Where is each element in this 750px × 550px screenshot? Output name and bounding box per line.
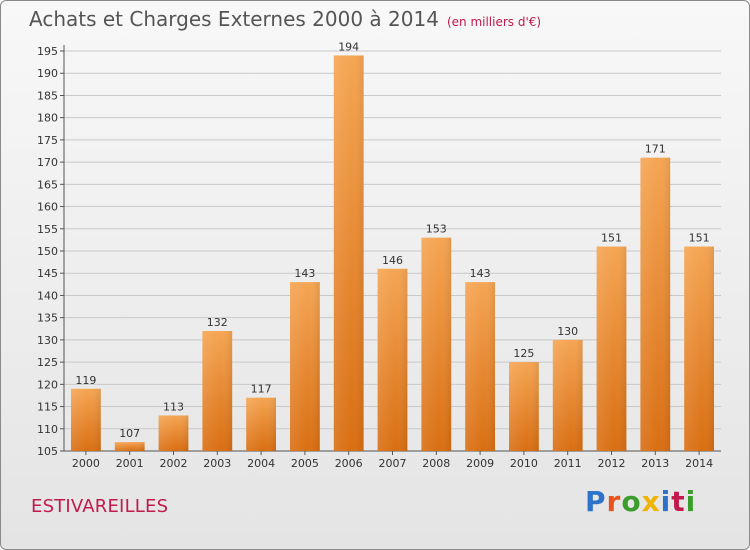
logo-letter: t bbox=[671, 485, 686, 518]
logo-letter: x bbox=[641, 485, 661, 518]
x-tick-label: 2005 bbox=[291, 457, 319, 470]
data-label: 153 bbox=[426, 223, 447, 236]
bar-shade bbox=[290, 282, 320, 451]
data-label: 194 bbox=[338, 40, 359, 53]
y-tick-label: 190 bbox=[37, 67, 58, 80]
bar-shade bbox=[596, 246, 627, 451]
bar-shade bbox=[158, 415, 189, 451]
data-label: 125 bbox=[513, 347, 534, 360]
y-tick-label: 135 bbox=[37, 312, 58, 325]
y-tick-label: 165 bbox=[37, 178, 58, 191]
x-tick-label: 2013 bbox=[641, 457, 669, 470]
data-label: 171 bbox=[645, 143, 666, 156]
y-tick-label: 140 bbox=[37, 289, 58, 302]
bar-shade bbox=[377, 268, 408, 451]
x-tick-label: 2008 bbox=[422, 457, 450, 470]
chart-title: Achats et Charges Externes 2000 à 2014 (e… bbox=[29, 7, 541, 31]
bar-shade bbox=[509, 362, 539, 451]
x-tick-label: 2011 bbox=[554, 457, 582, 470]
labels: 105 110 115 120 125 130 135 140 145 150 155 160 165 1… bbox=[37, 40, 713, 470]
data-label: 107 bbox=[119, 427, 140, 440]
y-tick-label: 180 bbox=[37, 112, 58, 125]
bar-shade bbox=[71, 388, 101, 451]
y-tick-label: 105 bbox=[37, 445, 58, 458]
y-tick-label: 130 bbox=[37, 334, 58, 347]
y-tick-label: 175 bbox=[37, 134, 58, 147]
logo-letter: o bbox=[621, 485, 642, 518]
data-label: 143 bbox=[470, 267, 491, 280]
x-tick-label: 2002 bbox=[160, 457, 188, 470]
data-label: 146 bbox=[382, 254, 403, 267]
y-tick-label: 155 bbox=[37, 223, 58, 236]
x-tick-label: 2009 bbox=[466, 457, 494, 470]
logo-letter: r bbox=[606, 485, 622, 518]
logo-letter: i bbox=[685, 485, 697, 518]
proxiti-logo: Proxiti bbox=[585, 485, 696, 518]
x-tick-label: 2010 bbox=[510, 457, 538, 470]
y-tick-label: 115 bbox=[37, 401, 58, 414]
data-label: 132 bbox=[207, 316, 228, 329]
bar-shade bbox=[333, 55, 364, 451]
data-label: 113 bbox=[163, 400, 184, 413]
data-label: 151 bbox=[601, 232, 622, 245]
x-tick-label: 2014 bbox=[685, 457, 713, 470]
y-tick-label: 150 bbox=[37, 245, 58, 258]
y-tick-label: 195 bbox=[37, 45, 58, 58]
x-tick-label: 2004 bbox=[247, 457, 275, 470]
bar-shade bbox=[202, 331, 233, 451]
bar-shade bbox=[684, 246, 714, 451]
y-tick-label: 110 bbox=[37, 423, 58, 436]
data-label: 151 bbox=[689, 232, 710, 245]
logo-letter: P bbox=[585, 485, 607, 518]
x-tick-label: 2001 bbox=[116, 457, 144, 470]
chart-unit: (en milliers d'€) bbox=[446, 15, 542, 29]
y-tick-label: 145 bbox=[37, 267, 58, 280]
bar-shade bbox=[465, 282, 495, 451]
data-label: 130 bbox=[557, 325, 578, 338]
data-label: 119 bbox=[75, 374, 96, 387]
y-tick-label: 170 bbox=[37, 156, 58, 169]
y-tick-label: 160 bbox=[37, 201, 58, 214]
commune-name: ESTIVAREILLES bbox=[31, 496, 169, 517]
bar-shade bbox=[114, 442, 145, 451]
data-label: 143 bbox=[294, 267, 315, 280]
bar-shade bbox=[640, 157, 671, 451]
x-tick-label: 2006 bbox=[335, 457, 363, 470]
y-tick-label: 185 bbox=[37, 89, 58, 102]
logo-letter: i bbox=[660, 485, 672, 518]
bar-shade bbox=[552, 339, 583, 451]
chart-title-text: Achats et Charges Externes 2000 à 2014 bbox=[29, 7, 439, 31]
y-tick-label: 125 bbox=[37, 356, 58, 369]
x-tick-label: 2007 bbox=[379, 457, 407, 470]
data-label: 117 bbox=[251, 383, 272, 396]
bar-shade bbox=[421, 237, 452, 451]
bar-shade bbox=[246, 397, 276, 451]
x-tick-label: 2000 bbox=[72, 457, 100, 470]
bars bbox=[71, 55, 714, 451]
x-tick-label: 2012 bbox=[598, 457, 626, 470]
x-tick-label: 2003 bbox=[203, 457, 231, 470]
y-tick-label: 120 bbox=[37, 378, 58, 391]
